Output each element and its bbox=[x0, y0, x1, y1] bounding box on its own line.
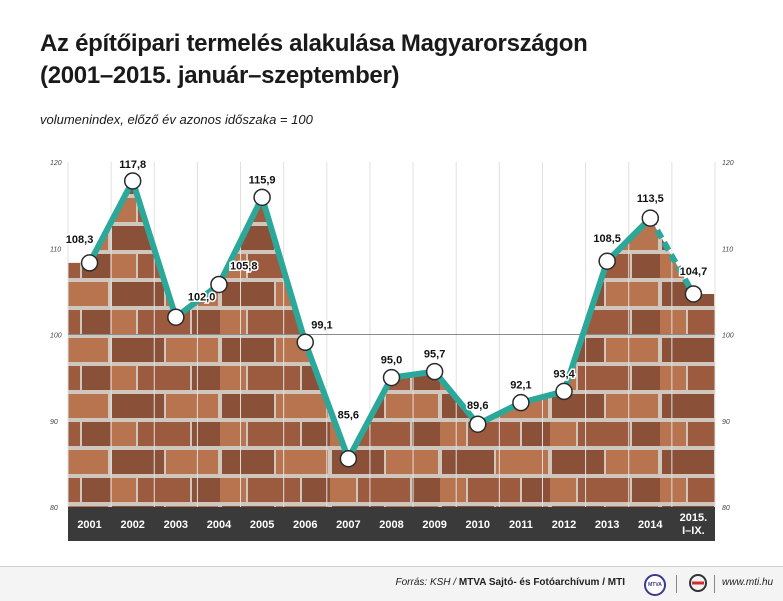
chart-title: Az építőipari termelés alakulása Magyaro… bbox=[40, 28, 760, 92]
y-tick-label-left: 110 bbox=[50, 246, 61, 253]
data-point bbox=[512, 393, 530, 412]
data-label: 85,6 bbox=[338, 410, 359, 422]
data-point bbox=[210, 275, 228, 294]
data-point bbox=[425, 362, 444, 381]
data-point bbox=[339, 449, 358, 468]
x-tick-label: I–IX. bbox=[682, 525, 705, 537]
y-tick-label-right: 100 bbox=[722, 333, 734, 340]
data-point bbox=[598, 252, 616, 270]
title-line-2: (2001–2015. január–szeptember) bbox=[40, 62, 400, 89]
mtva-logo-text: MTVA bbox=[648, 582, 662, 588]
footer-divider bbox=[676, 575, 677, 593]
x-tick-label: 2010 bbox=[466, 519, 490, 531]
x-tick-label: 2013 bbox=[595, 519, 619, 531]
data-label: 89,6 bbox=[467, 400, 488, 412]
data-label: 105,8 bbox=[230, 260, 258, 272]
website-link[interactable]: www.mti.hu bbox=[722, 577, 774, 588]
data-point bbox=[296, 333, 314, 352]
data-label: 117,8 bbox=[119, 159, 146, 171]
x-tick-label: 2014 bbox=[638, 519, 663, 531]
data-point bbox=[641, 209, 660, 227]
data-label: 95,7 bbox=[424, 349, 445, 361]
y-tick-label-right: 80 bbox=[722, 505, 730, 512]
x-tick-label: 2003 bbox=[164, 519, 188, 531]
data-point bbox=[253, 188, 271, 207]
series-line-last-segment bbox=[647, 216, 697, 296]
data-label: 102,0 bbox=[188, 291, 216, 303]
brick-wall-area bbox=[68, 180, 715, 507]
line-chart: 80 80 90 90 100 100 110 110 120 120 2001 2002 2003 20… bbox=[50, 157, 734, 541]
source-prefix: Forrás: KSH / bbox=[395, 577, 459, 588]
data-label: 115,9 bbox=[249, 174, 276, 186]
source-agency: MTVA Sajtó- és Fotóarchívum / MTI bbox=[458, 577, 625, 588]
footer-divider bbox=[714, 575, 715, 593]
x-tick-label: 2005 bbox=[250, 519, 274, 531]
y-tick-label-left: 120 bbox=[50, 160, 62, 167]
y-tick-label-left: 90 bbox=[50, 419, 58, 426]
data-label: 113,5 bbox=[637, 193, 664, 205]
x-tick-label: 2004 bbox=[207, 519, 232, 531]
footer: Forrás: KSH / MTVA Sajtó- és Fotóarchívu… bbox=[0, 566, 783, 601]
data-point bbox=[167, 308, 185, 326]
data-point bbox=[684, 285, 703, 303]
x-tick-label: 2007 bbox=[336, 519, 360, 531]
y-tick-label-left: 100 bbox=[50, 333, 62, 340]
data-label: 92,1 bbox=[510, 380, 531, 392]
data-label: 108,5 bbox=[593, 233, 621, 245]
data-point bbox=[469, 415, 487, 433]
data-label: 93,4 bbox=[553, 368, 575, 380]
data-label: 99,1 bbox=[311, 319, 332, 331]
data-label: 108,3 bbox=[66, 234, 94, 246]
x-tick-label: 2011 bbox=[509, 519, 533, 531]
y-tick-label-right: 120 bbox=[722, 160, 734, 167]
data-point bbox=[382, 368, 401, 387]
y-tick-label-left: 80 bbox=[50, 505, 58, 512]
data-point bbox=[123, 172, 142, 190]
y-tick-label-right: 90 bbox=[722, 419, 730, 426]
title-line-1: Az építőipari termelés alakulása Magyaro… bbox=[40, 30, 588, 57]
x-tick-label: 2006 bbox=[293, 519, 317, 531]
mti-logo bbox=[689, 574, 707, 592]
x-tick-label: 2015. bbox=[680, 512, 708, 524]
x-tick-label: 2008 bbox=[379, 519, 403, 531]
source-credit: Forrás: KSH / MTVA Sajtó- és Fotóarchívu… bbox=[396, 577, 625, 588]
x-tick-label: 2002 bbox=[120, 519, 144, 531]
mtva-logo: MTVA bbox=[644, 574, 666, 596]
x-tick-label: 2009 bbox=[422, 519, 446, 531]
y-tick-label-right: 110 bbox=[722, 246, 733, 253]
data-label: 104,7 bbox=[680, 266, 708, 278]
data-point bbox=[80, 254, 99, 272]
chart-subtitle: volumenindex, előző év azonos időszaka =… bbox=[40, 112, 313, 127]
data-label: 95,0 bbox=[381, 355, 402, 367]
x-axis-band bbox=[68, 507, 715, 541]
data-point bbox=[555, 382, 573, 401]
x-tick-label: 2001 bbox=[77, 519, 101, 531]
x-tick-label: 2012 bbox=[552, 519, 576, 531]
